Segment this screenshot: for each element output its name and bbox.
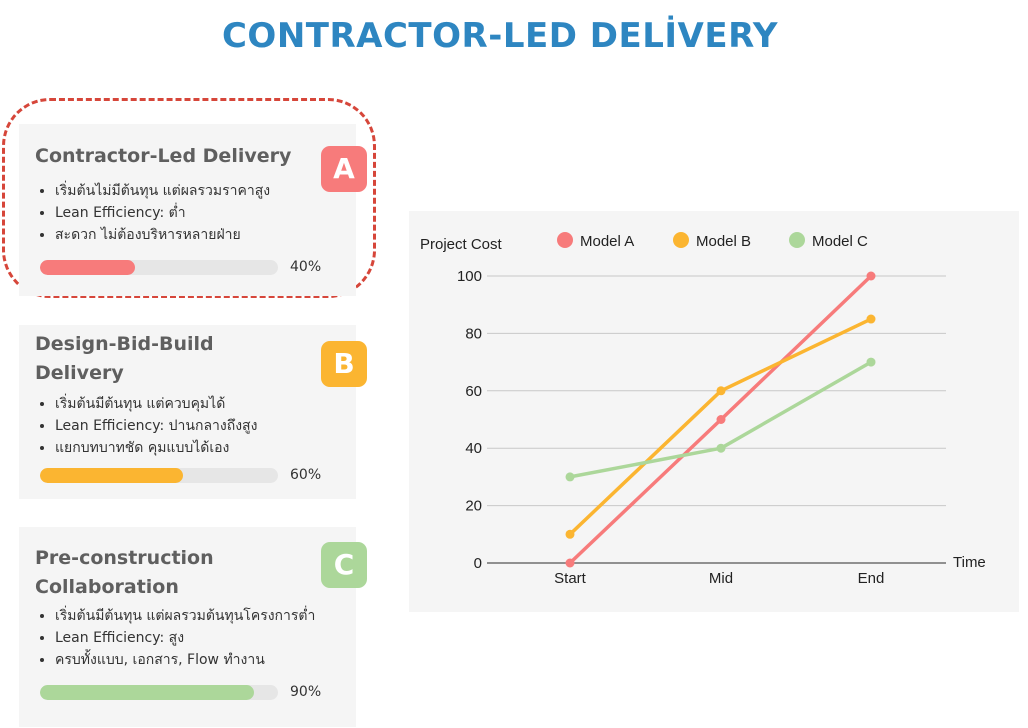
bullet-list: เริ่มต้นมีต้นทุน แต่ควบคุมได้ Lean Effic…	[37, 393, 257, 459]
progress-track	[40, 260, 278, 275]
progress-fill	[40, 685, 255, 700]
x-tick-label: End	[858, 570, 885, 587]
page-title: CONTRACTOR-LED DELİVERY	[221, 16, 779, 56]
x-tick-label: Start	[554, 570, 587, 587]
bullet-item: ครบทั้งแบบ, เอกสาร, Flow ทำงาน	[55, 649, 315, 671]
data-point	[716, 443, 726, 453]
bullet-list: เริ่มต้นมีต้นทุน แต่ผลรวมต้นทุนโครงการต่…	[37, 605, 315, 671]
legend-label: Model A	[580, 233, 634, 250]
legend: Model A Model B Model C	[557, 232, 868, 250]
badge-a: A	[321, 146, 367, 192]
legend-label: Model C	[812, 233, 868, 250]
bullet-item: เริ่มต้นมีต้นทุน แต่ผลรวมต้นทุนโครงการต่…	[55, 605, 315, 627]
progress-fill	[40, 468, 183, 483]
y-tick-label: 20	[465, 498, 482, 515]
bullet-item: สะดวก ไม่ต้องบริหารหลายฝ่าย	[55, 224, 270, 246]
badge-b: B	[321, 341, 367, 387]
card-title: Design-Bid-Build Delivery	[35, 333, 214, 384]
bullet-item: Lean Efficiency: ต่ำ	[55, 202, 270, 224]
bullet-item: เริ่มต้นมีต้นทุน แต่ควบคุมได้	[55, 393, 257, 415]
bullet-item: แยกบทบาทชัด คุมแบบได้เอง	[55, 437, 257, 459]
y-tick-label: 80	[465, 325, 482, 342]
data-point	[866, 357, 876, 367]
x-tick-labels: Start Mid End	[554, 570, 884, 587]
legend-marker	[673, 232, 689, 248]
data-point	[716, 415, 726, 424]
progress-track	[40, 468, 278, 483]
line-chart: Project Cost Time 0 20 40 60 80 100 Start Mid E…	[420, 232, 986, 587]
bullet-item: เริ่มต้นไม่มีต้นทุน แต่ผลรวมราคาสูง	[55, 180, 270, 202]
x-axis-label: Time	[953, 554, 986, 571]
highlight-ring	[2, 98, 376, 298]
model-card-c: Pre-construction Collaboration C เริ่มต้…	[19, 527, 367, 727]
x-tick-label: Mid	[709, 570, 733, 587]
progress-percent: 90%	[290, 684, 322, 700]
y-tick-label: 100	[457, 268, 482, 285]
bullet-item: Lean Efficiency: สูง	[55, 627, 315, 649]
legend-marker	[557, 232, 573, 248]
progress-track	[40, 685, 278, 700]
card-title: Pre-construction Collaboration	[35, 547, 214, 598]
legend-label: Model B	[696, 233, 751, 250]
bullet-list: เริ่มต้นไม่มีต้นทุน แต่ผลรวมราคาสูง Lean…	[37, 180, 270, 246]
progress-percent: 40%	[290, 259, 322, 275]
card-title: Contractor-Led Delivery	[35, 145, 292, 167]
progress-percent: 60%	[290, 467, 322, 483]
grid-lines	[487, 275, 946, 564]
data-point	[565, 558, 575, 568]
y-tick-label: 0	[474, 555, 482, 572]
series-lines	[565, 271, 876, 568]
progress-fill	[40, 260, 136, 275]
y-tick-label: 60	[465, 383, 482, 400]
y-tick-labels: 0 20 40 60 80 100	[457, 268, 482, 572]
chart-panel: Project Cost Time 0 20 40 60 80 100 Start Mid E…	[409, 211, 1019, 612]
data-point	[866, 271, 876, 281]
series-line	[568, 317, 872, 536]
y-tick-label: 40	[465, 440, 482, 457]
model-card-b: Design-Bid-Build Delivery B เริ่มต้นมีต้…	[19, 325, 367, 499]
bullet-item: Lean Efficiency: ปานกลางถึงสูง	[55, 415, 257, 437]
badge-c: C	[321, 542, 367, 588]
data-point	[866, 314, 876, 324]
y-axis-label: Project Cost	[420, 236, 503, 253]
model-card-a: Contractor-Led Delivery A เริ่มต้นไม่มีต…	[19, 124, 367, 296]
data-point	[565, 472, 575, 482]
legend-marker	[789, 232, 805, 248]
data-point	[716, 386, 726, 396]
data-point	[565, 529, 575, 539]
